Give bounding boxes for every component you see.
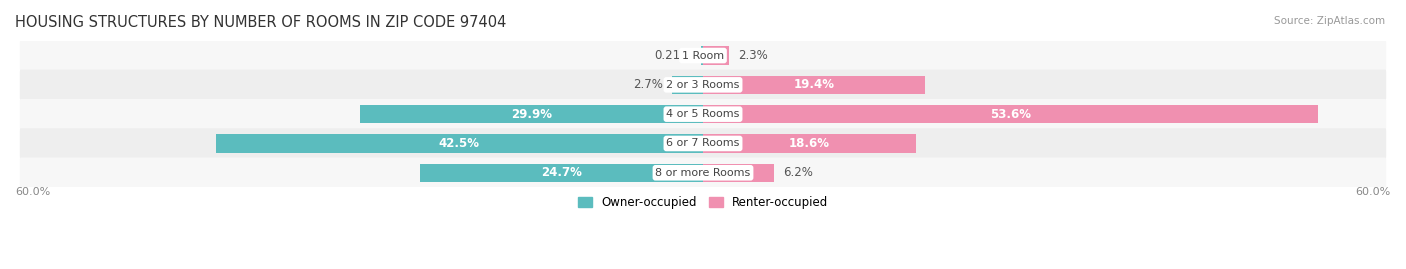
Bar <box>215 134 703 153</box>
Bar <box>703 134 917 153</box>
Text: 4 or 5 Rooms: 4 or 5 Rooms <box>666 109 740 119</box>
Text: 2.3%: 2.3% <box>738 49 768 62</box>
Text: 1 Room: 1 Room <box>682 51 724 61</box>
Text: 19.4%: 19.4% <box>794 78 835 91</box>
Text: 60.0%: 60.0% <box>15 187 51 197</box>
FancyBboxPatch shape <box>20 40 1386 71</box>
Bar <box>360 105 703 123</box>
Text: 6 or 7 Rooms: 6 or 7 Rooms <box>666 139 740 148</box>
Text: 24.7%: 24.7% <box>541 166 582 179</box>
Bar <box>703 105 1317 123</box>
Text: 29.9%: 29.9% <box>510 108 553 121</box>
Text: 0.21%: 0.21% <box>654 49 692 62</box>
Text: 53.6%: 53.6% <box>990 108 1031 121</box>
Text: 42.5%: 42.5% <box>439 137 479 150</box>
Text: 6.2%: 6.2% <box>783 166 813 179</box>
Bar <box>703 76 925 94</box>
Bar <box>703 164 775 182</box>
Bar <box>703 47 730 65</box>
Text: 18.6%: 18.6% <box>789 137 830 150</box>
Text: Source: ZipAtlas.com: Source: ZipAtlas.com <box>1274 16 1385 26</box>
Text: 60.0%: 60.0% <box>1355 187 1391 197</box>
FancyBboxPatch shape <box>20 70 1386 100</box>
FancyBboxPatch shape <box>20 128 1386 159</box>
Legend: Owner-occupied, Renter-occupied: Owner-occupied, Renter-occupied <box>572 191 834 214</box>
Text: 2 or 3 Rooms: 2 or 3 Rooms <box>666 80 740 90</box>
Text: 2.7%: 2.7% <box>633 78 662 91</box>
Bar <box>700 47 703 65</box>
Text: HOUSING STRUCTURES BY NUMBER OF ROOMS IN ZIP CODE 97404: HOUSING STRUCTURES BY NUMBER OF ROOMS IN… <box>15 15 506 30</box>
Bar <box>420 164 703 182</box>
Bar <box>672 76 703 94</box>
FancyBboxPatch shape <box>20 99 1386 129</box>
FancyBboxPatch shape <box>20 158 1386 188</box>
Text: 8 or more Rooms: 8 or more Rooms <box>655 168 751 178</box>
